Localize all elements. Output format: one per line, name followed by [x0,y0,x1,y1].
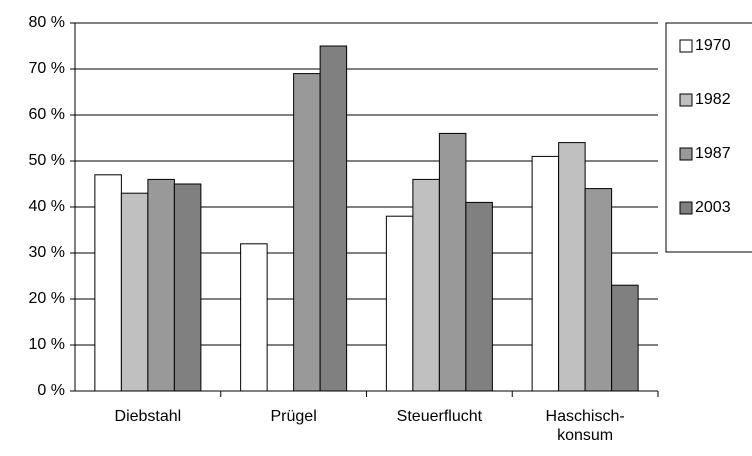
bar [120,192,149,392]
legend-swatch [679,39,693,53]
y-tick-label: 60 % [29,106,65,123]
legend-label: 2003 [695,199,731,216]
bar [412,178,440,392]
y-tick-label: 0 % [37,382,65,399]
bar [558,142,586,392]
legend-label: 1987 [695,145,731,162]
legend-label: 1970 [695,37,731,54]
x-tick-label: Prügel [271,408,317,425]
legend-swatch [679,201,693,215]
bar [438,132,467,392]
x-tick-label: Haschisch-konsum [546,408,625,444]
bar [293,73,321,392]
y-tick-label: 20 % [29,290,65,307]
bar [94,174,122,392]
y-tick-label: 70 % [29,60,65,77]
bar [584,188,613,392]
y-tick-label: 10 % [29,336,65,353]
bar [240,243,268,392]
bar [531,155,560,392]
x-tick-label: Steuerflucht [397,408,483,425]
legend-label: 1982 [695,91,731,108]
legend-swatch [679,93,693,107]
y-tick-label: 50 % [29,152,65,169]
bar [147,178,175,392]
bar [385,215,414,392]
bar [465,201,493,392]
legend-box [665,22,752,253]
x-tick-label: Diebstahl [115,408,182,425]
legend-swatch [679,147,693,161]
bar [611,284,639,392]
bar [173,183,202,392]
y-tick-label: 30 % [29,244,65,261]
y-tick-label: 40 % [29,198,65,215]
y-tick-label: 80 % [29,14,65,31]
bar [319,45,348,392]
